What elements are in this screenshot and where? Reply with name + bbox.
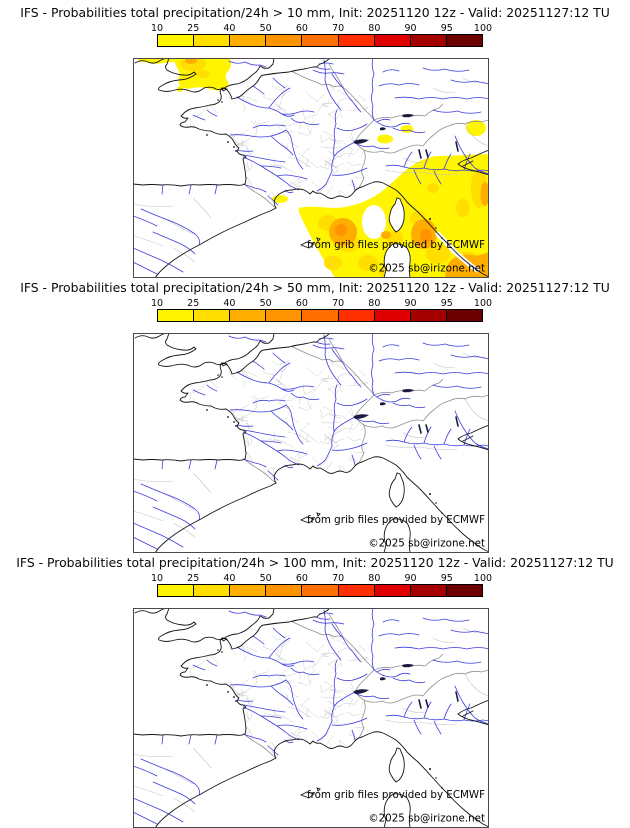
colorbar-tick-label: 50 xyxy=(259,298,272,309)
colorbar: 10 25 40 50 60 70 80 90 95 100 xyxy=(151,573,492,597)
panel-10mm: IFS - Probabilities total precipitation/… xyxy=(0,5,630,278)
colorbar-segment xyxy=(374,310,411,321)
panel-50mm: IFS - Probabilities total precipitation/… xyxy=(0,280,630,553)
colorbar-segment xyxy=(266,310,303,321)
colorbar-tick-label: 40 xyxy=(223,298,236,309)
colorbar-gradient xyxy=(157,34,483,47)
colorbar-tick-label: 60 xyxy=(295,23,308,34)
colorbar-segment xyxy=(410,35,447,46)
colorbar-tick-label: 100 xyxy=(473,573,493,584)
colorbar-segment xyxy=(230,310,267,321)
colorbar-gradient xyxy=(157,309,483,322)
map-10mm xyxy=(133,58,489,278)
colorbar-tick-label: 100 xyxy=(473,23,493,34)
colorbar-tick-label: 90 xyxy=(404,573,417,584)
colorbar-segment xyxy=(302,35,339,46)
map-50mm xyxy=(133,333,489,553)
map-100mm xyxy=(133,608,489,828)
colorbar-segment xyxy=(230,35,267,46)
colorbar-tick-label: 40 xyxy=(223,23,236,34)
colorbar-tick-label: 70 xyxy=(332,298,345,309)
colorbar-segment xyxy=(410,585,447,596)
colorbar-ticks: 10 25 40 50 60 70 80 90 95 100 xyxy=(151,573,492,584)
colorbar-tick-label: 60 xyxy=(295,573,308,584)
colorbar-segment xyxy=(266,585,303,596)
panel-100mm: IFS - Probabilities total precipitation/… xyxy=(0,555,630,828)
colorbar-tick-label: 90 xyxy=(404,23,417,34)
panel-title: IFS - Probabilities total precipitation/… xyxy=(20,5,610,20)
colorbar-segment xyxy=(302,585,339,596)
colorbar-segment xyxy=(446,310,482,321)
colorbar-tick-label: 80 xyxy=(368,23,381,34)
colorbar-segment xyxy=(374,35,411,46)
colorbar-segment xyxy=(158,35,195,46)
colorbar-tick-label: 95 xyxy=(440,573,453,584)
colorbar-tick-label: 80 xyxy=(368,573,381,584)
colorbar: 10 25 40 50 60 70 80 90 95 100 xyxy=(151,23,492,47)
colorbar-tick-label: 10 xyxy=(150,573,164,584)
colorbar-tick-label: 90 xyxy=(404,298,417,309)
panel-title: IFS - Probabilities total precipitation/… xyxy=(20,280,610,295)
colorbar-tick-label: 80 xyxy=(368,298,381,309)
colorbar-tick-label: 10 xyxy=(150,298,164,309)
colorbar-segment xyxy=(338,310,375,321)
colorbar-segment xyxy=(194,585,231,596)
colorbar-segment xyxy=(446,35,482,46)
colorbar-segment xyxy=(266,35,303,46)
colorbar-segment xyxy=(410,310,447,321)
panel-title: IFS - Probabilities total precipitation/… xyxy=(16,555,614,570)
colorbar-segment xyxy=(230,585,267,596)
colorbar-ticks: 10 25 40 50 60 70 80 90 95 100 xyxy=(151,23,492,34)
colorbar-tick-label: 70 xyxy=(332,23,345,34)
colorbar-segment xyxy=(158,585,195,596)
colorbar-tick-label: 70 xyxy=(332,573,345,584)
colorbar-tick-label: 95 xyxy=(440,23,453,34)
colorbar-gradient xyxy=(157,584,483,597)
colorbar-tick-label: 95 xyxy=(440,298,453,309)
colorbar-tick-label: 100 xyxy=(473,298,493,309)
colorbar-segment xyxy=(194,35,231,46)
colorbar-tick-label: 50 xyxy=(259,573,272,584)
colorbar-segment xyxy=(194,310,231,321)
colorbar-segment xyxy=(158,310,195,321)
colorbar-segment xyxy=(338,585,375,596)
colorbar-tick-label: 25 xyxy=(187,573,200,584)
colorbar-tick-label: 10 xyxy=(150,23,164,34)
colorbar-tick-label: 25 xyxy=(187,298,200,309)
colorbar-segment xyxy=(302,310,339,321)
colorbar-segment xyxy=(446,585,482,596)
colorbar-tick-label: 60 xyxy=(295,298,308,309)
colorbar-tick-label: 50 xyxy=(259,23,272,34)
colorbar-ticks: 10 25 40 50 60 70 80 90 95 100 xyxy=(151,298,492,309)
colorbar-segment xyxy=(338,35,375,46)
colorbar-tick-label: 40 xyxy=(223,573,236,584)
colorbar-segment xyxy=(374,585,411,596)
colorbar-tick-label: 25 xyxy=(187,23,200,34)
colorbar: 10 25 40 50 60 70 80 90 95 100 xyxy=(151,298,492,322)
